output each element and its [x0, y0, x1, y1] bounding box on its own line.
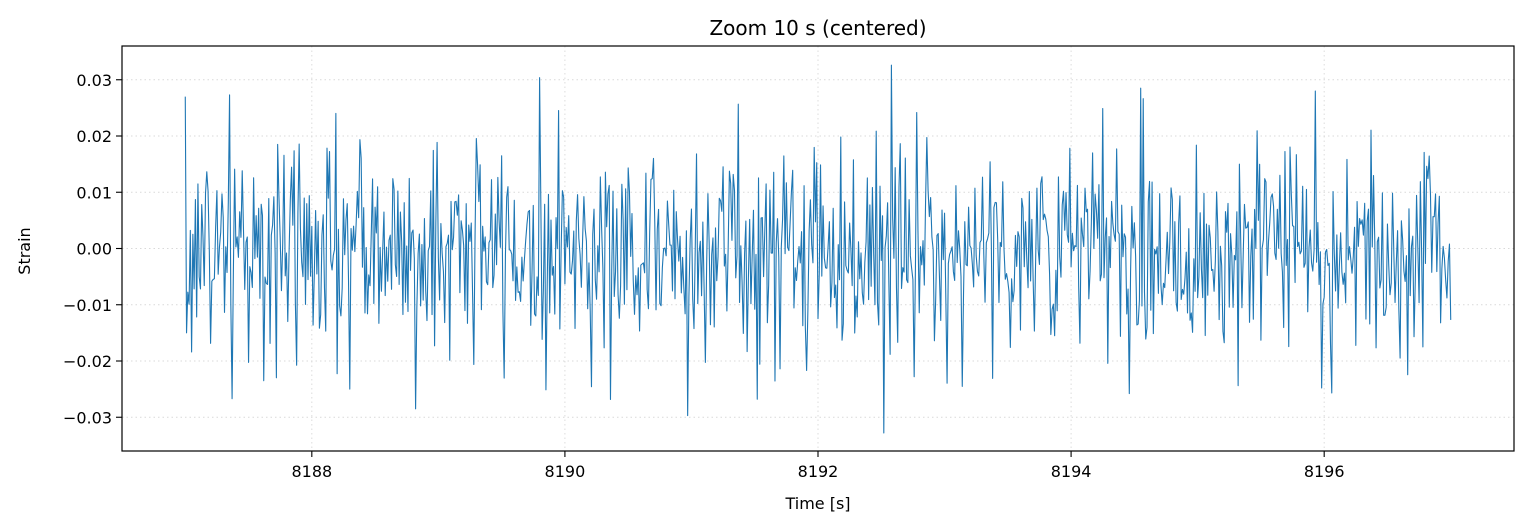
x-axis-label: Time [s] — [784, 494, 850, 513]
x-tick-label: 8196 — [1304, 462, 1345, 481]
strain-series-line — [184, 64, 1452, 434]
grid — [122, 46, 1514, 451]
y-tick-label: −0.03 — [63, 408, 112, 427]
y-tick-label: 0.01 — [76, 183, 112, 202]
y-axis-label: Strain — [15, 227, 34, 274]
x-axis: 8188 8190 8192 8194 8196 — [291, 451, 1345, 481]
x-tick-label: 8192 — [798, 462, 839, 481]
y-tick-label: −0.01 — [63, 296, 112, 315]
x-tick-label: 8194 — [1051, 462, 1092, 481]
y-tick-label: 0.03 — [76, 71, 112, 90]
x-tick-label: 8190 — [545, 462, 586, 481]
y-tick-label: 0.00 — [76, 240, 112, 259]
plot-area — [184, 64, 1452, 434]
y-axis: −0.03 −0.02 −0.01 0.00 0.01 0.02 0.03 — [63, 71, 122, 427]
chart-title: Zoom 10 s (centered) — [709, 16, 926, 40]
x-tick-label: 8188 — [291, 462, 332, 481]
y-tick-label: 0.02 — [76, 127, 112, 146]
y-tick-label: −0.02 — [63, 352, 112, 371]
